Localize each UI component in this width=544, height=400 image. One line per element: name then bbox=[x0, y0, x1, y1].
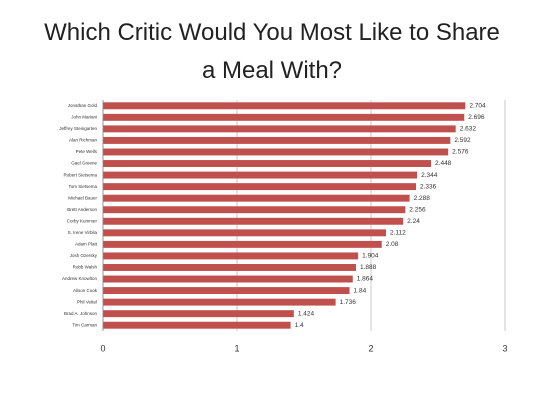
bar bbox=[103, 321, 291, 329]
x-tick-label: 1 bbox=[234, 343, 239, 353]
data-label: 2.288 bbox=[414, 195, 431, 202]
y-tick-label: Jeffrey Steingarten bbox=[59, 126, 97, 131]
y-tick-label: Michael Bauer bbox=[68, 195, 97, 200]
x-tick-label: 0 bbox=[100, 343, 105, 353]
y-tick-label: Brett Anderson bbox=[67, 207, 97, 212]
data-label: 1.424 bbox=[298, 310, 315, 317]
data-label: 1.864 bbox=[357, 276, 374, 283]
y-tick-label: Alan Richman bbox=[69, 138, 98, 143]
bar bbox=[103, 229, 387, 237]
y-tick-label: Robert Sietsema bbox=[63, 172, 97, 177]
data-label: 2.448 bbox=[435, 160, 452, 167]
y-tick-label: Gael Greene bbox=[71, 161, 97, 166]
data-label: 2.336 bbox=[420, 183, 437, 190]
data-label: 2.08 bbox=[386, 241, 399, 248]
y-tick-label: Andrew Knowlton bbox=[62, 276, 98, 281]
bar bbox=[103, 298, 336, 306]
y-tick-label: Tom Sietsema bbox=[68, 184, 97, 189]
bar bbox=[103, 160, 432, 167]
bar bbox=[103, 183, 417, 191]
bar bbox=[103, 148, 449, 156]
y-tick-label: Robb Walsh bbox=[73, 265, 98, 270]
bar bbox=[103, 102, 466, 110]
bar bbox=[103, 125, 456, 133]
chart-title: Which Critic Would You Most Like to Shar… bbox=[44, 19, 500, 84]
data-label: 2.592 bbox=[454, 137, 471, 144]
data-label: 2.256 bbox=[409, 206, 426, 213]
data-label: 2.704 bbox=[469, 102, 486, 109]
bar bbox=[103, 217, 404, 225]
y-tick-label: Alison Cook bbox=[73, 288, 98, 293]
x-tick-label: 3 bbox=[502, 343, 507, 353]
bar bbox=[103, 264, 356, 271]
bar bbox=[103, 194, 410, 202]
bar bbox=[103, 252, 359, 260]
data-label: 1.4 bbox=[295, 322, 304, 329]
bar bbox=[103, 275, 353, 283]
y-tick-label: Josh Ozersky bbox=[70, 253, 98, 258]
bar bbox=[103, 240, 382, 248]
y-tick-label: Tim Carman bbox=[72, 322, 97, 327]
data-label: 2.696 bbox=[468, 114, 485, 121]
data-label: 1.736 bbox=[340, 299, 357, 306]
data-label: 1.904 bbox=[362, 253, 379, 260]
y-tick-label: S. Irene Virbila bbox=[68, 230, 98, 235]
y-tick-label: Brad A. Johnson bbox=[64, 311, 98, 316]
x-tick-label: 2 bbox=[368, 343, 373, 353]
data-label: 2.112 bbox=[390, 230, 406, 237]
bar bbox=[103, 171, 418, 179]
data-label: 2.632 bbox=[460, 126, 477, 133]
y-tick-label: Pete Wells bbox=[76, 149, 98, 154]
bar bbox=[103, 287, 350, 295]
data-label: 2.24 bbox=[407, 218, 420, 225]
data-label: 2.576 bbox=[452, 149, 469, 156]
data-label: 1.84 bbox=[354, 287, 367, 294]
y-tick-label: Corby Kummer bbox=[67, 218, 98, 223]
bar bbox=[103, 206, 406, 214]
y-tick-label: John Mariani bbox=[71, 115, 97, 120]
data-label: 1.888 bbox=[360, 264, 377, 271]
data-label: 2.344 bbox=[421, 172, 438, 179]
y-tick-label: Jonathan Gold bbox=[68, 103, 98, 108]
bar bbox=[103, 113, 465, 121]
bar bbox=[103, 136, 451, 144]
y-tick-label: Phil Vettel bbox=[77, 299, 97, 304]
bar bbox=[103, 310, 294, 318]
y-tick-label: Adam Platt bbox=[75, 242, 98, 247]
